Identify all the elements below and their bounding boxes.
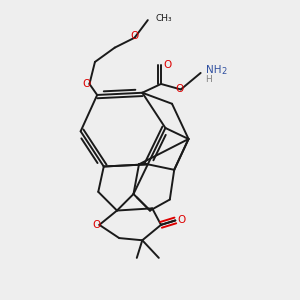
Text: H: H bbox=[205, 75, 212, 84]
Text: O: O bbox=[176, 85, 184, 94]
Text: O: O bbox=[82, 79, 90, 89]
Text: CH₃: CH₃ bbox=[155, 14, 172, 23]
Text: O: O bbox=[177, 215, 185, 226]
Text: O: O bbox=[164, 60, 172, 70]
Text: O: O bbox=[92, 220, 100, 230]
Text: NH: NH bbox=[206, 65, 221, 75]
Text: 2: 2 bbox=[221, 68, 227, 76]
Text: O: O bbox=[130, 31, 139, 41]
